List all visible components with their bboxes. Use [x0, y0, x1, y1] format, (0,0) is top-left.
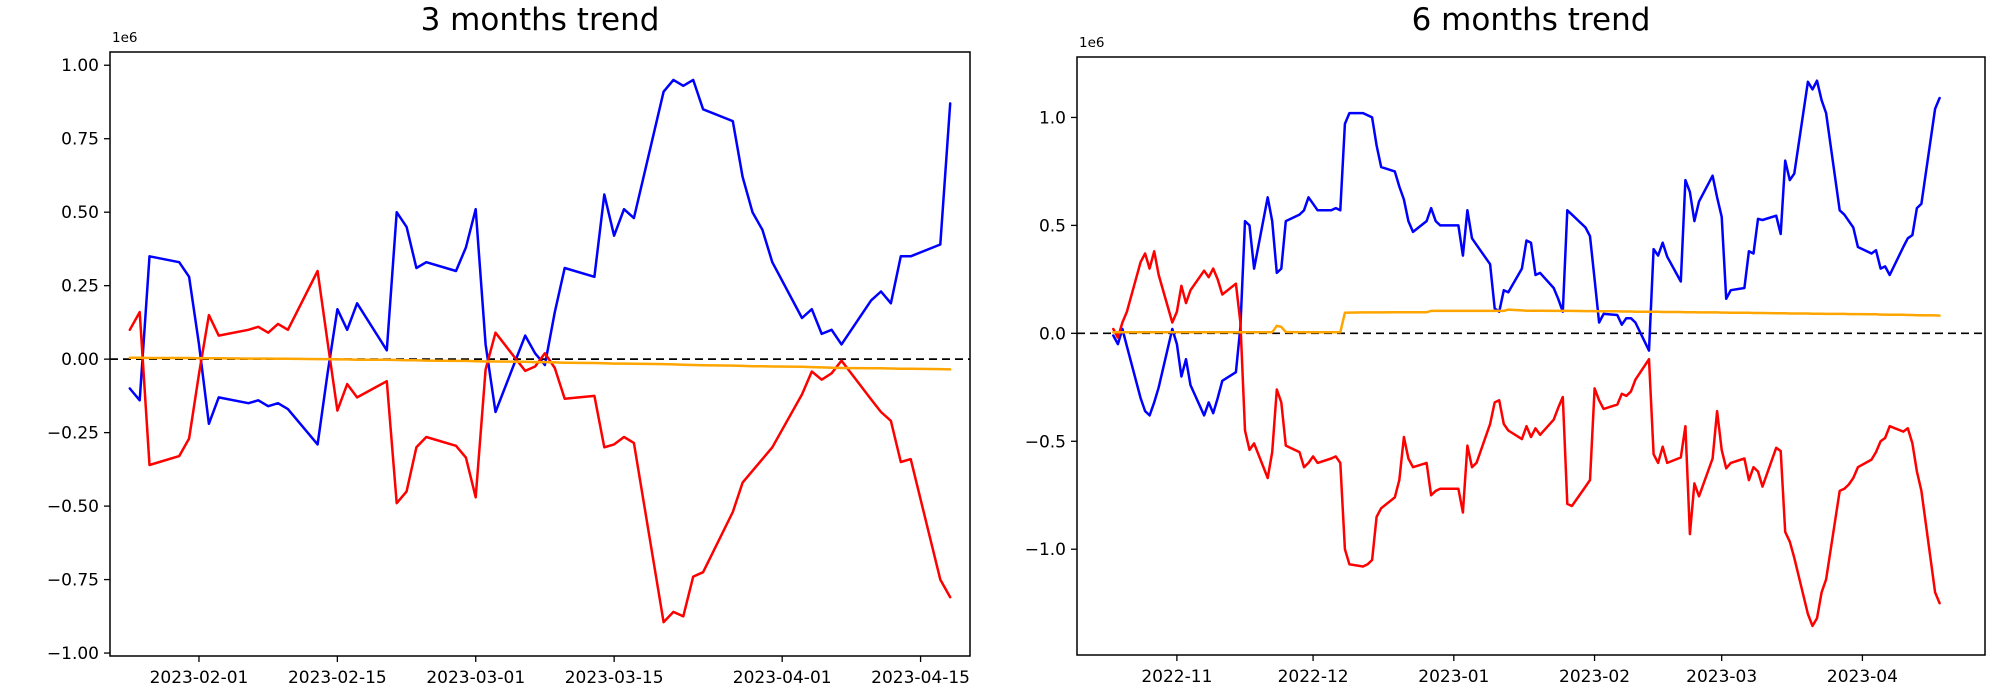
series-line-red [128, 269, 952, 624]
y-tick-label: 0.5 [1039, 216, 1066, 236]
y-tick-label: −1.0 [1025, 540, 1066, 560]
plot-border [109, 51, 971, 657]
chart-title-6-months: 6 months trend [1411, 2, 1651, 38]
x-tick-label: 2023-01 [1418, 667, 1489, 687]
x-tick-label: 2023-02-01 [150, 668, 249, 688]
y-tick-label: −0.25 [47, 424, 99, 444]
x-tick-label: 2023-03-01 [426, 668, 525, 688]
y-axis-offset-label-right: 1e6 [1079, 35, 1105, 51]
y-tick-label: −0.50 [47, 497, 99, 517]
y-axis-offset-label-left: 1e6 [112, 30, 138, 46]
series-line-red [1112, 250, 1941, 628]
x-tick-label: 2023-04-15 [871, 668, 970, 688]
y-tick-label: −0.5 [1025, 432, 1066, 452]
series-line-blue [128, 78, 952, 446]
x-tick-label: 2023-02-15 [288, 668, 387, 688]
y-tick-label: −0.75 [47, 571, 99, 591]
x-tick-label: 2023-04 [1827, 667, 1898, 687]
y-tick-label: 0.75 [61, 130, 99, 150]
x-tick-label: 2023-02 [1559, 667, 1630, 687]
y-tick-label: 0.25 [61, 277, 99, 297]
series-line-blue [1112, 79, 1941, 417]
x-tick-label: 2022-11 [1141, 667, 1212, 687]
y-tick-label: 0.0 [1039, 324, 1066, 344]
x-tick-label: 2023-04-01 [733, 668, 832, 688]
chart-title-3-months: 3 months trend [420, 2, 660, 38]
series-line-orange [1112, 308, 1941, 334]
x-tick-label: 2023-03-15 [565, 668, 664, 688]
y-tick-label: 1.0 [1039, 108, 1066, 128]
y-tick-label: 1.00 [61, 56, 99, 76]
plot-border [1076, 56, 1986, 656]
y-tick-label: −1.00 [47, 644, 99, 664]
y-tick-label: 0.00 [61, 350, 99, 370]
x-tick-label: 2022-12 [1278, 667, 1349, 687]
y-tick-label: 0.50 [61, 203, 99, 223]
x-tick-label: 2023-03 [1686, 667, 1757, 687]
series-line-orange [128, 356, 952, 371]
